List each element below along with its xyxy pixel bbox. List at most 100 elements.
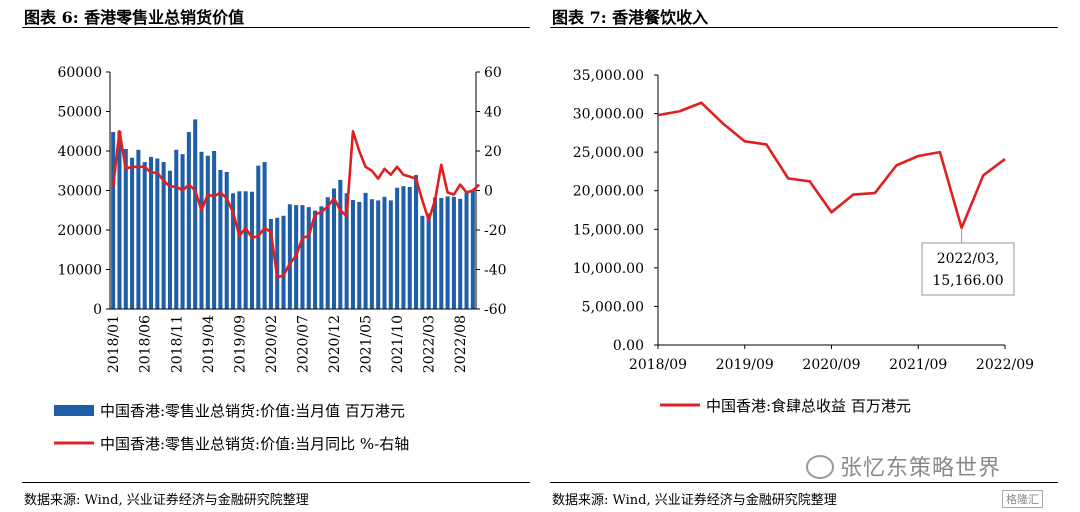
- y-tick-label-6: 5,000.00: [582, 299, 644, 315]
- y-tick-label-4: 15,000.00: [573, 222, 644, 238]
- bar-17: [218, 169, 223, 309]
- y-tick-label-0: 35,000.00: [573, 68, 644, 84]
- bar-18: [224, 171, 229, 309]
- bar-38: [350, 199, 355, 309]
- bar-22: [249, 191, 254, 309]
- x-tick-label-3: 2019/04: [201, 315, 217, 373]
- right-y-tick-label-5: -40: [484, 263, 507, 279]
- bar-28: [287, 204, 292, 309]
- bar-31: [306, 207, 311, 309]
- left-y-tick-label-3: 30000: [57, 184, 102, 200]
- bar-19: [231, 193, 236, 309]
- left-source-note: 数据来源: Wind, 兴业证券经济与金融研究院整理: [24, 493, 309, 508]
- yoy-line: [111, 129, 481, 279]
- left-y-tick-label-0: 60000: [57, 65, 102, 81]
- right-y-tick-label-0: 60: [484, 65, 502, 81]
- x-tick-label-4: 2022/09: [976, 357, 1034, 373]
- x-tick-label-8: 2021/05: [359, 315, 375, 373]
- y-tick-label-2: 25,000.00: [573, 145, 644, 161]
- right-y-tick-label-3: 0: [484, 184, 493, 200]
- legend-label: 中国香港:食肆总收益 百万港元: [706, 397, 911, 415]
- bar-21: [243, 191, 248, 309]
- left-y-tick-label-2: 40000: [57, 144, 102, 160]
- bar-55: [458, 198, 463, 309]
- bar-4: [136, 149, 141, 309]
- bar-20: [237, 191, 242, 309]
- bar-33: [319, 206, 324, 309]
- x-tick-label-11: 2022/08: [453, 315, 469, 373]
- bar-30: [300, 205, 305, 309]
- bar-13: [193, 119, 198, 310]
- x-tick-label-4: 2019/09: [232, 315, 248, 373]
- bar-56: [464, 192, 469, 309]
- right-top-rule: [550, 27, 1058, 28]
- watermark: 张忆东策略世界: [806, 450, 1001, 482]
- bar-48: [414, 175, 419, 309]
- left-top-rule: [22, 27, 530, 28]
- bar-10: [174, 149, 179, 309]
- bar-54: [451, 196, 456, 309]
- bar-3: [130, 157, 135, 309]
- bar-35: [332, 188, 337, 309]
- bar-40: [363, 192, 368, 309]
- bar-16: [212, 151, 217, 309]
- x-tick-label-5: 2020/02: [264, 315, 280, 373]
- bar-45: [395, 187, 400, 309]
- bar-57: [470, 190, 475, 309]
- right-source-note: 数据来源: Wind, 兴业证券经济与金融研究院整理: [552, 493, 837, 508]
- legend-bar-label: 中国香港:零售业总销货:价值:当月值 百万港元: [100, 402, 405, 420]
- legend-line-label: 中国香港:零售业总销货:价值:当月同比 %-右轴: [100, 435, 409, 453]
- bar-26: [275, 217, 280, 309]
- dining-revenue-line: [657, 101, 1006, 230]
- bar-25: [268, 218, 273, 309]
- right-bottom-rule: [550, 482, 1058, 483]
- bar-5: [142, 162, 147, 309]
- bar-27: [281, 215, 286, 309]
- bar-52: [439, 198, 444, 309]
- annotation-box: [921, 242, 1015, 296]
- x-tick-label-6: 2020/07: [295, 315, 311, 373]
- right-y-tick-label-2: 20: [484, 144, 502, 160]
- watermark-text: 张忆东策略世界: [840, 456, 1002, 481]
- bar-41: [369, 199, 374, 309]
- left-bottom-rule: [22, 482, 530, 483]
- bar-1: [117, 131, 122, 309]
- annotation-date: 2022/03,: [937, 251, 1000, 267]
- bar-12: [186, 132, 191, 309]
- wechat-icon: [806, 455, 834, 479]
- left-y-tick-label-5: 10000: [57, 263, 102, 279]
- bar-23: [256, 165, 261, 309]
- bar-47: [407, 186, 412, 309]
- x-tick-label-0: 2018/09: [629, 357, 687, 373]
- bar-32: [313, 210, 318, 309]
- bar-42: [376, 200, 381, 310]
- bar-50: [426, 213, 431, 309]
- bar-53: [445, 196, 450, 309]
- left-y-tick-label-6: 0: [93, 302, 102, 318]
- bar-11: [180, 154, 185, 309]
- y-tick-label-1: 30,000.00: [573, 107, 644, 123]
- bar-51: [432, 197, 437, 309]
- bar-6: [149, 156, 154, 309]
- bar-44: [388, 200, 393, 310]
- x-tick-label-2: 2020/09: [802, 357, 860, 373]
- bar-14: [199, 151, 204, 309]
- x-tick-label-10: 2022/03: [422, 315, 438, 373]
- x-tick-label-3: 2021/09: [889, 357, 947, 373]
- bar-37: [344, 193, 349, 309]
- left-y-tick-label-1: 50000: [57, 105, 102, 121]
- bar-39: [357, 201, 362, 309]
- left-y-tick-label-4: 20000: [57, 223, 102, 239]
- right-chart-title: 图表 7: 香港餐饮收入: [552, 8, 709, 27]
- bar-34: [325, 197, 330, 309]
- bar-7: [155, 158, 160, 309]
- bar-46: [401, 186, 406, 309]
- x-tick-label-9: 2021/10: [390, 315, 406, 373]
- x-tick-label-7: 2020/12: [327, 315, 343, 373]
- right-y-tick-label-4: -20: [484, 223, 507, 239]
- y-tick-label-5: 10,000.00: [573, 261, 644, 277]
- x-tick-label-1: 2018/06: [138, 315, 154, 373]
- annotation-value: 15,166.00: [932, 273, 1003, 289]
- bar-0: [111, 132, 116, 309]
